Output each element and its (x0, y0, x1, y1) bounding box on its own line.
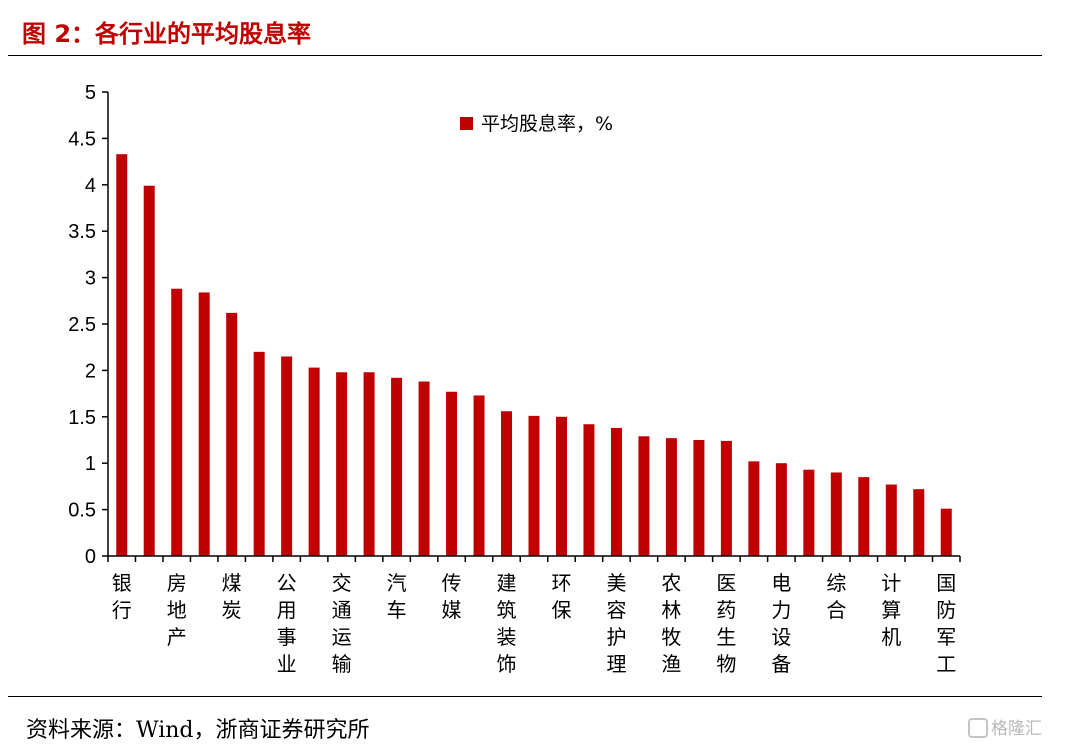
y-tick-label: 3 (85, 268, 96, 290)
bar-chart: 0 0.5 1 1.5 2 2.5 3 3.5 4 4.5 5 银行 房地产 煤炭 公用事业 交通运输 汽车传… (68, 82, 961, 676)
watermark-logo-icon (968, 718, 988, 738)
legend: 平均股息率，% (460, 113, 613, 135)
x-category-label: 电力设备 (771, 571, 791, 676)
source-note: 资料来源：Wind，浙商证券研究所 (26, 718, 370, 743)
bar (391, 377, 403, 556)
x-category-label: 传媒 (442, 571, 462, 622)
top-rule (8, 55, 1042, 56)
bar (803, 469, 815, 556)
y-tick-label: 3.5 (68, 221, 96, 243)
x-category-label: 国防军工 (936, 571, 956, 676)
legend-swatch (460, 117, 473, 130)
bar (885, 484, 897, 556)
x-category-label: 建筑装饰 (497, 571, 517, 676)
bar (226, 312, 238, 556)
bar (748, 461, 760, 556)
y-tick-label: 0 (85, 546, 96, 568)
bar (116, 154, 128, 556)
y-axis: 0 0.5 1 1.5 2 2.5 3 3.5 4 4.5 5 (68, 82, 109, 568)
bar (638, 436, 650, 556)
x-category-label: 房地产 (167, 571, 187, 649)
x-category-label: 煤炭 (222, 571, 242, 622)
x-category-label: 汽车 (387, 571, 407, 622)
bar (720, 440, 732, 556)
bar (336, 372, 348, 556)
bar (446, 391, 458, 556)
bar (858, 477, 870, 556)
y-tick-label: 2 (85, 360, 96, 382)
x-category-label: 计算机 (881, 571, 901, 649)
bar (830, 472, 842, 556)
watermark-text: 格隆汇 (991, 719, 1042, 739)
x-category-label: 环保 (551, 571, 571, 622)
y-tick-label: 5 (85, 82, 96, 104)
x-category-label: 综合 (826, 571, 846, 622)
legend-label: 平均股息率，% (481, 113, 613, 135)
bar (253, 351, 265, 556)
bar (583, 424, 595, 556)
x-category-label: 公用事业 (277, 571, 297, 676)
y-tick-label: 1 (85, 453, 96, 475)
x-category-label: 交通运输 (332, 571, 352, 676)
y-tick-label: 2.5 (68, 314, 96, 336)
bar (913, 489, 925, 556)
bar (281, 356, 293, 556)
x-category-label: 农林牧渔 (661, 571, 681, 676)
bar (418, 381, 430, 556)
bar (501, 411, 513, 556)
figure-title: 图 2：各行业的平均股息率 (22, 20, 312, 48)
bar (473, 395, 485, 556)
bar (555, 416, 567, 556)
bar (610, 427, 622, 556)
x-category-label: 医药生物 (716, 571, 736, 676)
x-category-label: 美容护理 (606, 571, 626, 676)
x-category-label: 银行 (112, 571, 132, 622)
bars (116, 154, 952, 556)
bar (171, 288, 183, 556)
bar (665, 438, 677, 556)
y-tick-label: 4.5 (68, 128, 96, 150)
bar (775, 463, 787, 556)
watermark: 格隆汇 (968, 714, 1042, 739)
bar (143, 185, 155, 556)
bar (308, 367, 320, 556)
bar (198, 292, 210, 556)
bar (693, 440, 705, 556)
y-tick-label: 0.5 (68, 500, 96, 522)
bar (363, 372, 375, 556)
y-tick-label: 4 (85, 175, 96, 197)
bar (528, 415, 540, 556)
y-tick-label: 1.5 (68, 407, 96, 429)
bottom-rule (8, 696, 1042, 697)
bar (940, 508, 952, 556)
